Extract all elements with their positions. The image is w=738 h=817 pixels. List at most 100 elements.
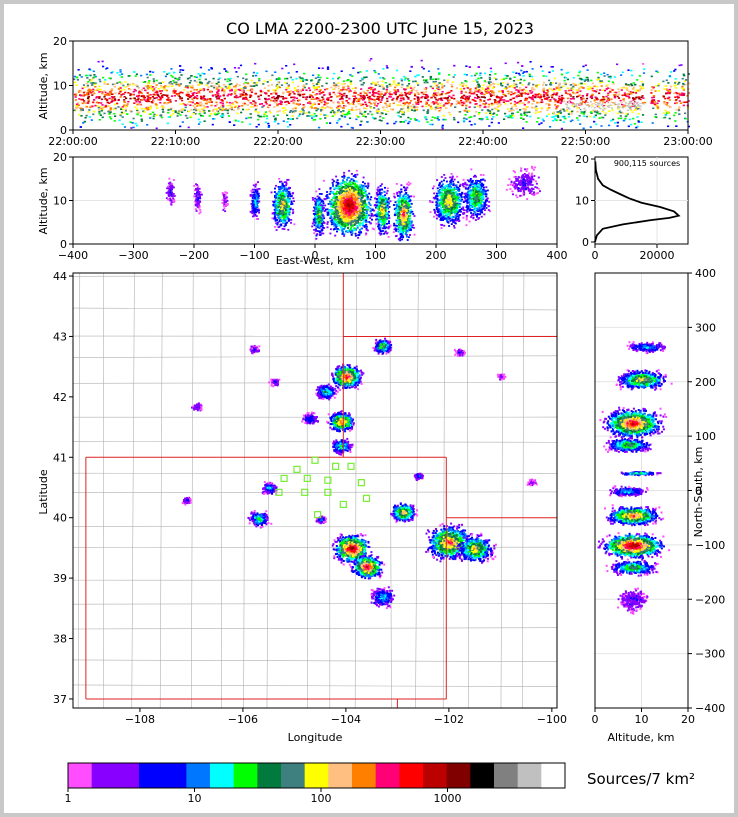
density-cell [546, 89, 549, 91]
density-cell [399, 99, 402, 102]
density-cell [123, 126, 127, 128]
density-cell [615, 91, 618, 94]
density-cell [396, 96, 399, 99]
density-cell [272, 115, 275, 118]
density-cell [390, 83, 393, 86]
density-cell [285, 181, 288, 184]
density-cell [455, 100, 459, 102]
density-cell [502, 78, 505, 80]
density-cell [325, 82, 328, 85]
density-cell [186, 85, 189, 87]
density-cell [410, 89, 413, 92]
density-cell [599, 101, 602, 103]
density-cell [166, 94, 169, 97]
density-cell [525, 106, 528, 108]
density-cell [98, 78, 101, 81]
density-cell [347, 176, 350, 179]
density-cell [596, 102, 599, 104]
density-cell [632, 117, 635, 120]
density-cell [636, 101, 639, 104]
density-cell [136, 99, 139, 101]
density-cell [616, 63, 619, 66]
density-cell [603, 103, 606, 105]
density-cell [191, 98, 194, 100]
density-cell [385, 85, 389, 87]
density-cell [449, 113, 452, 116]
density-cell [605, 109, 608, 112]
density-cell [435, 84, 438, 87]
density-cell [549, 99, 552, 101]
density-cell [667, 111, 670, 113]
density-cell [580, 111, 583, 113]
density-cell [223, 195, 225, 198]
density-cell [588, 103, 591, 105]
density-cell [110, 98, 114, 101]
density-cell [383, 78, 386, 80]
density-cell [678, 92, 681, 95]
density-cell [592, 104, 595, 106]
density-cell [587, 102, 590, 104]
density-cell [153, 88, 156, 90]
density-cell [326, 97, 330, 100]
density-cell [257, 95, 260, 98]
density-cell [509, 116, 512, 119]
density-cell [326, 197, 329, 200]
density-cell [613, 109, 616, 111]
density-cell [254, 83, 257, 85]
density-cell [497, 122, 500, 124]
density-cell [338, 105, 341, 107]
density-cell [267, 126, 270, 128]
density-cell [402, 97, 405, 99]
density-cell [172, 92, 175, 94]
density-cell [540, 65, 543, 68]
density-cell [319, 230, 322, 233]
density-cell [376, 81, 379, 83]
density-cell [542, 75, 545, 77]
density-cell [436, 87, 439, 89]
density-cell [216, 97, 219, 100]
density-cell [245, 108, 248, 111]
density-cell [330, 96, 333, 98]
density-cell [276, 219, 278, 221]
altitude-time-x-tick-label: 22:50:00 [561, 135, 610, 148]
density-cell [657, 90, 660, 92]
density-cell [286, 91, 289, 93]
density-cell [273, 106, 276, 108]
density-cell [603, 72, 606, 74]
density-cell [282, 91, 285, 94]
density-cell [560, 68, 563, 71]
density-cell [315, 190, 318, 193]
density-cell [281, 207, 284, 210]
density-cell [493, 99, 496, 101]
density-cell [374, 82, 377, 85]
density-cell [288, 93, 291, 95]
density-cell [468, 106, 471, 108]
density-cell [182, 102, 185, 105]
density-cell [618, 93, 621, 96]
density-cell [407, 102, 410, 105]
density-cell [101, 104, 104, 106]
density-cell [578, 89, 581, 91]
density-cell [553, 115, 556, 118]
density-cell [554, 89, 557, 91]
density-cell [603, 108, 606, 110]
density-cell [581, 86, 584, 89]
density-cell [664, 102, 667, 105]
density-cell [195, 210, 198, 212]
density-cell [589, 96, 592, 98]
density-cell [117, 98, 120, 101]
density-cell [193, 185, 196, 187]
density-cell [415, 103, 418, 105]
density-cell [146, 99, 149, 101]
density-cell [406, 87, 409, 89]
density-cell [106, 83, 109, 85]
density-cell [85, 82, 88, 85]
density-cell [332, 101, 335, 104]
density-cell [424, 90, 428, 93]
density-cell [149, 106, 152, 109]
density-cell [404, 91, 407, 94]
density-cell [619, 109, 622, 112]
density-cell [513, 76, 516, 78]
density-cell [586, 69, 589, 71]
density-cell [160, 114, 163, 116]
